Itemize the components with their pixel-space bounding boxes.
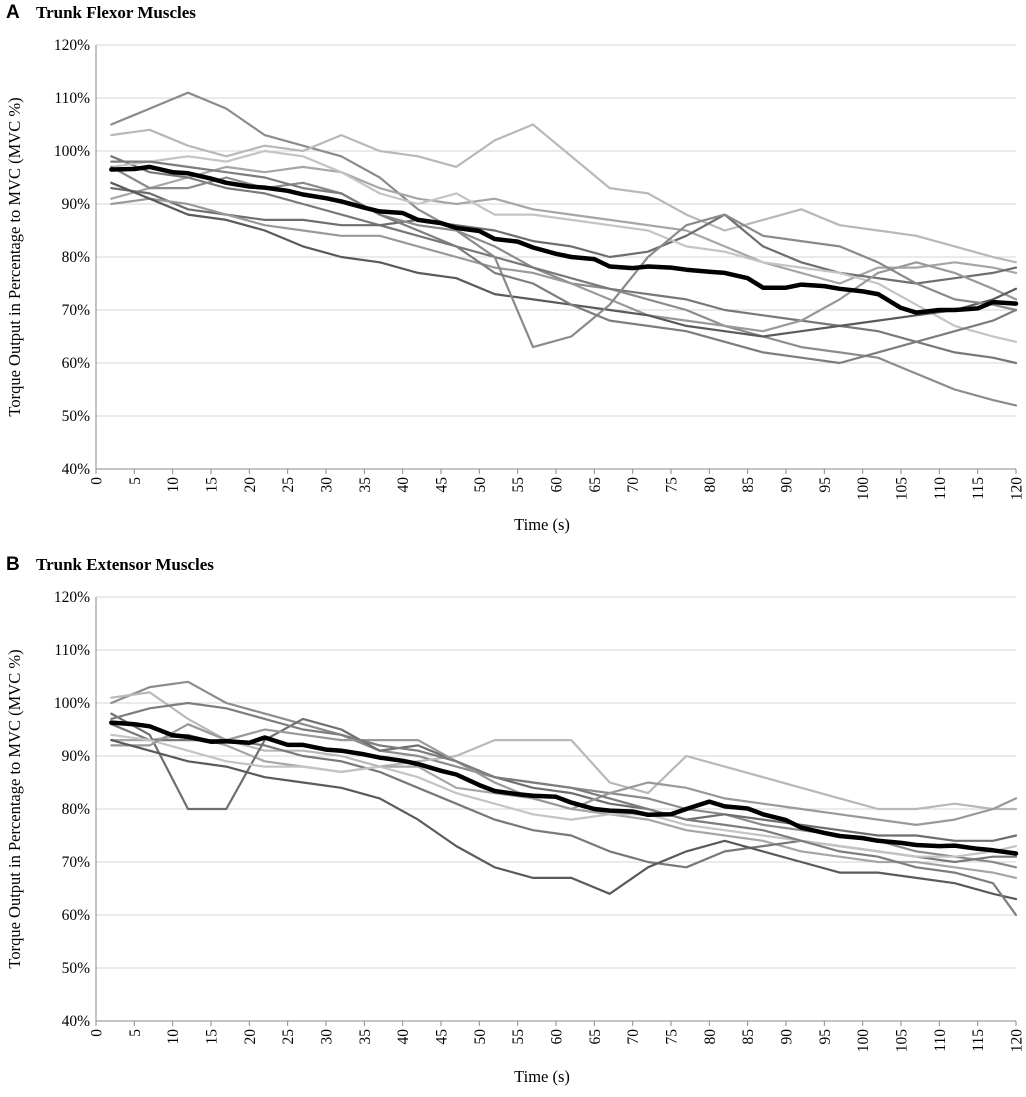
x-tick-label: 25	[280, 1029, 297, 1045]
x-tick-label: 15	[204, 1029, 221, 1045]
x-axis-title: Time (s)	[514, 1067, 570, 1086]
x-tick-label: 35	[357, 1029, 374, 1045]
panel-b-letter: B	[6, 554, 20, 575]
x-tick-label: 105	[894, 477, 911, 501]
subject-series-line-8	[110, 739, 1018, 901]
x-tick-label: 100	[855, 477, 872, 501]
subject-series-line-2	[110, 691, 1018, 811]
x-tick-label: 105	[894, 1029, 911, 1053]
x-tick-label: 80	[702, 1029, 719, 1045]
subject-series-line-1	[110, 91, 1018, 407]
x-tick-label: 55	[510, 477, 527, 493]
subject-series-line-3	[110, 165, 1018, 285]
x-tick-label: 40	[395, 477, 412, 493]
x-tick-label: 60	[549, 1029, 566, 1045]
y-tick-label: 60%	[62, 907, 91, 924]
y-tick-label: 50%	[62, 408, 91, 425]
x-tick-label: 25	[280, 477, 297, 493]
x-tick-label: 80	[702, 477, 719, 493]
y-tick-label: 40%	[62, 461, 91, 478]
x-tick-label: 70	[625, 1029, 642, 1045]
x-tick-label: 110	[932, 1029, 949, 1052]
x-tick-label: 10	[165, 1029, 182, 1045]
y-tick-label: 80%	[62, 801, 91, 818]
panel-a-letter: A	[6, 2, 20, 23]
y-tick-label: 100%	[54, 695, 90, 712]
x-tick-label: 115	[970, 477, 987, 500]
x-tick-label: 90	[779, 1029, 796, 1045]
x-tick-label: 90	[779, 477, 796, 493]
subject-series-line-5	[110, 712, 1018, 842]
x-tick-label: 115	[970, 1029, 987, 1052]
y-tick-label: 80%	[62, 249, 91, 266]
y-tick-label: 120%	[54, 589, 90, 606]
y-tick-label: 110%	[54, 90, 90, 107]
subject-series-line-5	[110, 187, 1018, 285]
subject-series-line-2	[110, 123, 1018, 264]
x-tick-label: 95	[817, 477, 834, 493]
x-tick-label: 75	[664, 1029, 681, 1045]
subject-series-line-7	[110, 723, 1018, 826]
x-tick-label: 30	[319, 1029, 336, 1045]
x-tick-label: 65	[587, 477, 604, 493]
x-tick-label: 5	[127, 1029, 144, 1037]
mean-series-line	[109, 720, 1019, 856]
y-tick-label: 40%	[62, 1013, 91, 1030]
x-tick-label: 0	[89, 1029, 106, 1037]
y-axis-title: Torque Output in Percentage to MVC (MVC …	[5, 97, 24, 416]
y-axis-title: Torque Output in Percentage to MVC (MVC …	[5, 649, 24, 968]
x-tick-label: 70	[625, 477, 642, 493]
x-tick-label: 30	[319, 477, 336, 493]
y-tick-label: 70%	[62, 302, 91, 319]
y-tick-label: 120%	[54, 37, 90, 54]
x-tick-label: 120	[1009, 1029, 1026, 1053]
x-tick-label: 50	[472, 477, 489, 493]
x-tick-label: 85	[740, 1029, 757, 1045]
subject-series-line-4	[110, 155, 1018, 365]
y-tick-label: 90%	[62, 196, 91, 213]
panel-a-title: Trunk Flexor Muscles	[36, 3, 196, 22]
y-tick-label: 110%	[54, 642, 90, 659]
panel-b-title: Trunk Extensor Muscles	[36, 555, 214, 574]
x-tick-label: 45	[434, 477, 451, 493]
x-tick-label: 20	[242, 477, 259, 493]
subject-series-line-9	[110, 701, 1018, 917]
x-tick-label: 15	[204, 477, 221, 493]
mean-series-line	[109, 164, 1019, 315]
x-tick-label: 35	[357, 477, 374, 493]
panel-a: A Trunk Flexor Muscles 40% 50% 60% 70% 80% 90…	[0, 0, 1026, 545]
x-tick-label: 55	[510, 1029, 527, 1045]
panel-b: B Trunk Extensor Muscles 40% 50% 60% 70% 80%…	[0, 552, 1026, 1097]
x-tick-label: 0	[89, 477, 106, 485]
x-tick-label: 85	[740, 477, 757, 493]
x-tick-label: 120	[1009, 477, 1026, 501]
x-tick-label: 65	[587, 1029, 604, 1045]
y-tick-label: 70%	[62, 854, 91, 871]
x-tick-label: 95	[817, 1029, 834, 1045]
subject-series-line-6	[110, 733, 1018, 858]
x-axis-title: Time (s)	[514, 515, 570, 534]
y-tick-label: 50%	[62, 960, 91, 977]
x-tick-label: 110	[932, 477, 949, 500]
x-tick-label: 75	[664, 477, 681, 493]
subject-series-line-8	[110, 181, 1018, 338]
y-tick-label: 100%	[54, 143, 90, 160]
subject-series-line-7	[110, 197, 1018, 333]
x-tick-label: 10	[165, 477, 182, 493]
extensor-chart: 40% 50% 60% 70% 80% 90% 100% 110% 120% 0 5 10 15 20 25…	[5, 589, 1026, 1086]
subject-series-line-10	[110, 160, 1018, 365]
x-tick-label: 50	[472, 1029, 489, 1045]
subject-series-line-6	[110, 149, 1018, 343]
y-tick-label: 90%	[62, 748, 91, 765]
x-tick-label: 60	[549, 477, 566, 493]
x-tick-label: 45	[434, 1029, 451, 1045]
x-tick-label: 40	[395, 1029, 412, 1045]
x-tick-label: 100	[855, 1029, 872, 1053]
x-tick-label: 20	[242, 1029, 259, 1045]
x-tick-label: 5	[127, 477, 144, 485]
y-tick-label: 60%	[62, 355, 91, 372]
flexor-chart: 40% 50% 60% 70% 80% 90% 100% 110% 120% 0 5 10 15 20 25…	[5, 37, 1026, 534]
